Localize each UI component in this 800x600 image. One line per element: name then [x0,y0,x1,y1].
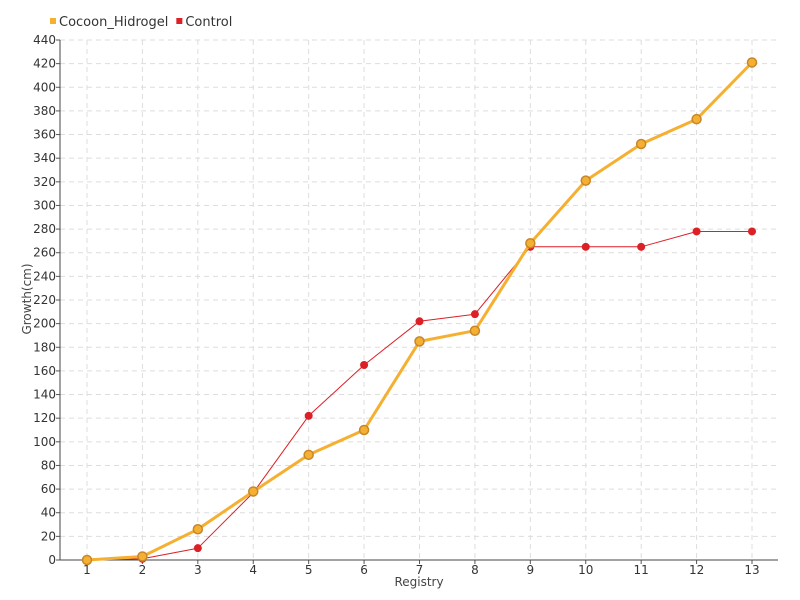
x-axis-title: Registry [394,575,443,589]
y-tick-label: 0 [48,553,56,567]
legend-label: Control [185,15,232,30]
series-group [81,57,758,566]
data-point [746,57,758,68]
x-tick-label: 6 [360,563,368,577]
data-point [193,544,202,553]
y-tick-label: 300 [33,198,56,212]
data-point [525,238,536,249]
y-tick-label: 280 [33,222,56,236]
series-cocoon-hidrogel [81,57,758,566]
y-tick-label: 60 [41,482,56,496]
y-tick-label: 140 [33,388,56,402]
data-point [358,424,370,436]
data-point [469,325,481,336]
x-tick-label: 5 [305,563,313,577]
y-tick-label: 240 [33,269,56,283]
data-point [581,242,590,251]
data-point [360,361,369,369]
x-tick-label: 8 [471,563,479,577]
data-point [137,551,148,562]
x-tick-label: 10 [578,563,593,577]
y-tick-label: 160 [33,364,56,378]
y-tick-label: 220 [33,293,56,307]
x-tick-label: 1 [83,563,91,577]
data-point [748,227,756,236]
y-tick-label: 200 [33,317,56,331]
data-point [580,175,591,186]
y-tick-label: 100 [33,435,56,449]
y-tick-label: 20 [41,529,56,543]
data-point [415,317,424,326]
x-tick-label: 4 [249,563,257,577]
y-tick-label: 80 [41,458,56,472]
data-point [692,227,701,236]
y-tick-label: 340 [33,151,56,165]
data-point [414,336,425,347]
legend-swatch [50,18,56,24]
y-tick-label: 360 [33,128,56,142]
y-tick-label: 380 [33,104,56,118]
data-point [303,449,314,461]
data-point [192,524,204,535]
data-point [304,411,313,420]
y-tick-label: 120 [33,411,56,425]
y-tick-label: 260 [33,246,56,260]
data-point [637,242,646,251]
legend: Cocoon_Hidrogel Control [50,15,232,30]
x-tick-label: 2 [139,563,147,577]
y-tick-label: 180 [33,340,56,354]
axes: 0 20 40 60 80 100 120 140 160 180 200 220 240 260 280 3… [33,33,778,577]
legend-label: Cocoon_Hidrogel [59,15,168,30]
x-tick-label: 3 [194,563,202,577]
y-tick-label: 420 [33,57,56,71]
legend-swatch [176,18,183,24]
data-point [635,138,647,150]
x-tick-label: 11 [634,563,649,577]
x-tick-label: 9 [527,563,535,577]
data-point [691,113,702,125]
data-point [470,310,479,319]
grid [60,39,778,560]
x-tick-label: 13 [744,563,759,577]
x-tick-label: 12 [689,563,704,577]
y-tick-label: 400 [33,80,56,94]
data-point [248,486,259,497]
y-tick-label: 440 [33,33,56,47]
data-point [81,554,93,566]
y-tick-label: 40 [41,506,56,520]
y-axis-title: Growth(cm) [20,263,34,334]
x-tick-label: 7 [416,563,424,577]
y-tick-label: 320 [33,175,56,189]
